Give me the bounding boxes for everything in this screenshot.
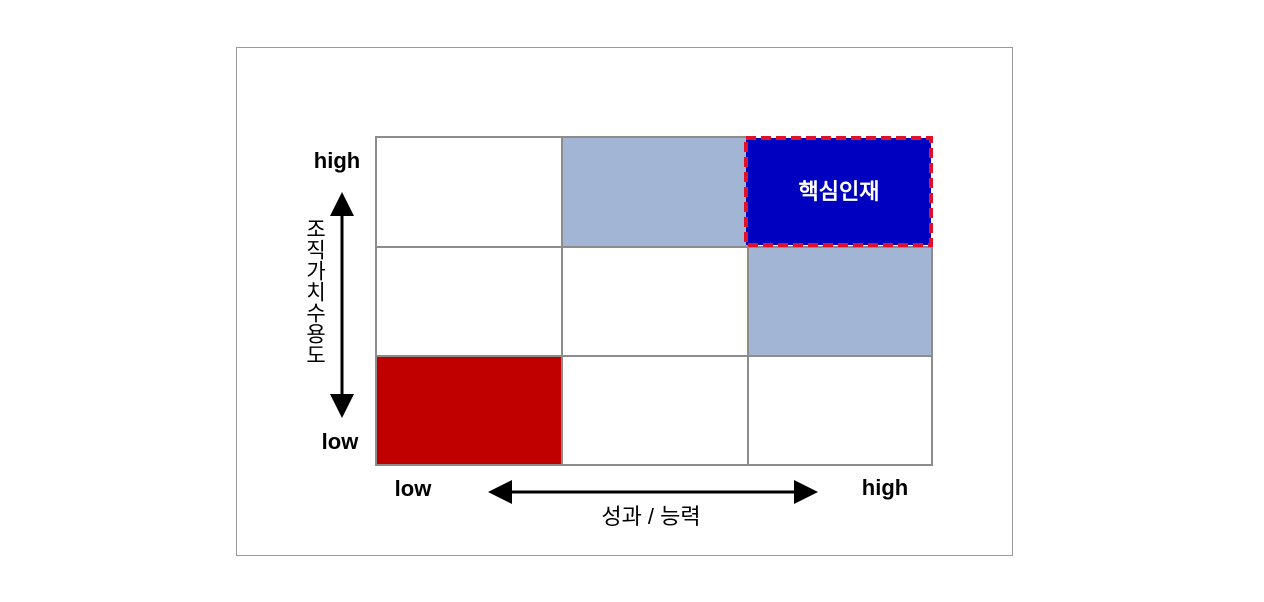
cell (375, 136, 563, 248)
y-low: low (322, 429, 360, 454)
x-label: 성과 / 능력 (601, 504, 700, 529)
highlight-cell (744, 136, 933, 247)
x-high: high (862, 475, 908, 500)
grid (375, 136, 933, 466)
cell (561, 246, 749, 357)
y-label: 조직가치수용도 (303, 218, 326, 365)
cell (747, 246, 933, 357)
cell (561, 136, 749, 248)
cell (747, 355, 933, 466)
y-high: high (314, 148, 360, 173)
x-low: low (395, 476, 433, 501)
highlight-label: 핵심인재 (799, 179, 880, 204)
cell (561, 355, 749, 466)
cell (375, 355, 563, 466)
cell (375, 246, 563, 357)
